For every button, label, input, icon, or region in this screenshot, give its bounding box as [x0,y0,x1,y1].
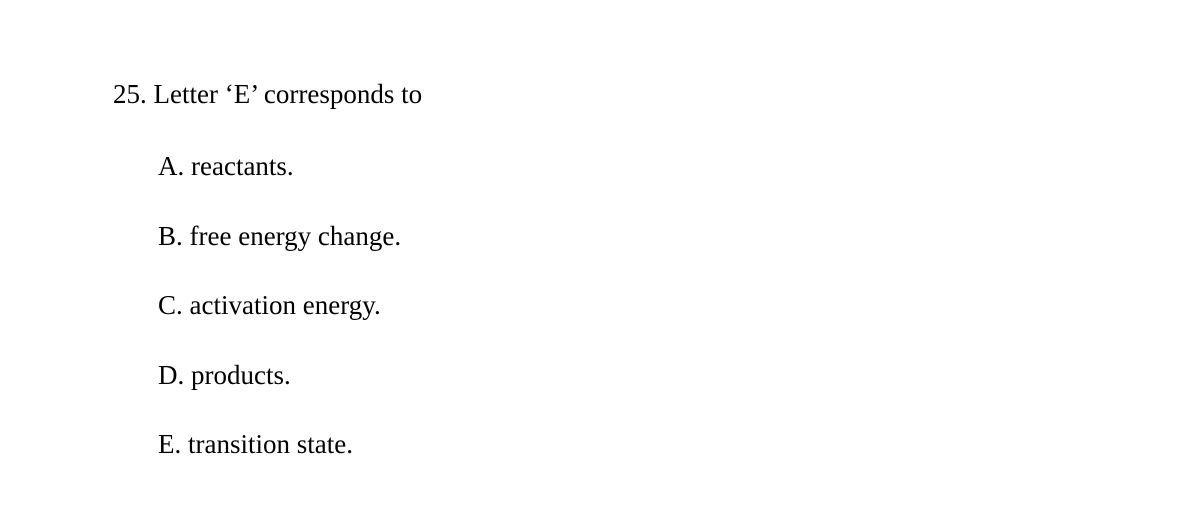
choice-e: E. transition state. [158,428,1200,460]
choice-text: transition state. [188,429,353,459]
question-number: 25. [113,79,147,109]
choice-text: free energy change. [190,221,402,251]
choices-list: A. reactants. B. free energy change. C. … [113,150,1200,460]
choice-letter: B. [158,221,183,251]
choice-text: activation energy. [190,290,381,320]
choice-text: products. [191,360,291,390]
choice-d: D. products. [158,359,1200,391]
choice-text: reactants. [191,151,294,181]
choice-c: C. activation energy. [158,289,1200,321]
choice-letter: D. [158,360,184,390]
choice-letter: C. [158,290,183,320]
question-stem: 25. Letter ‘E’ corresponds to [113,78,1200,110]
choice-letter: A. [158,151,184,181]
choice-b: B. free energy change. [158,220,1200,252]
question-text: Letter ‘E’ corresponds to [154,79,423,109]
choice-a: A. reactants. [158,150,1200,182]
choice-letter: E. [158,429,181,459]
question-block: 25. Letter ‘E’ corresponds to A. reactan… [0,0,1200,505]
